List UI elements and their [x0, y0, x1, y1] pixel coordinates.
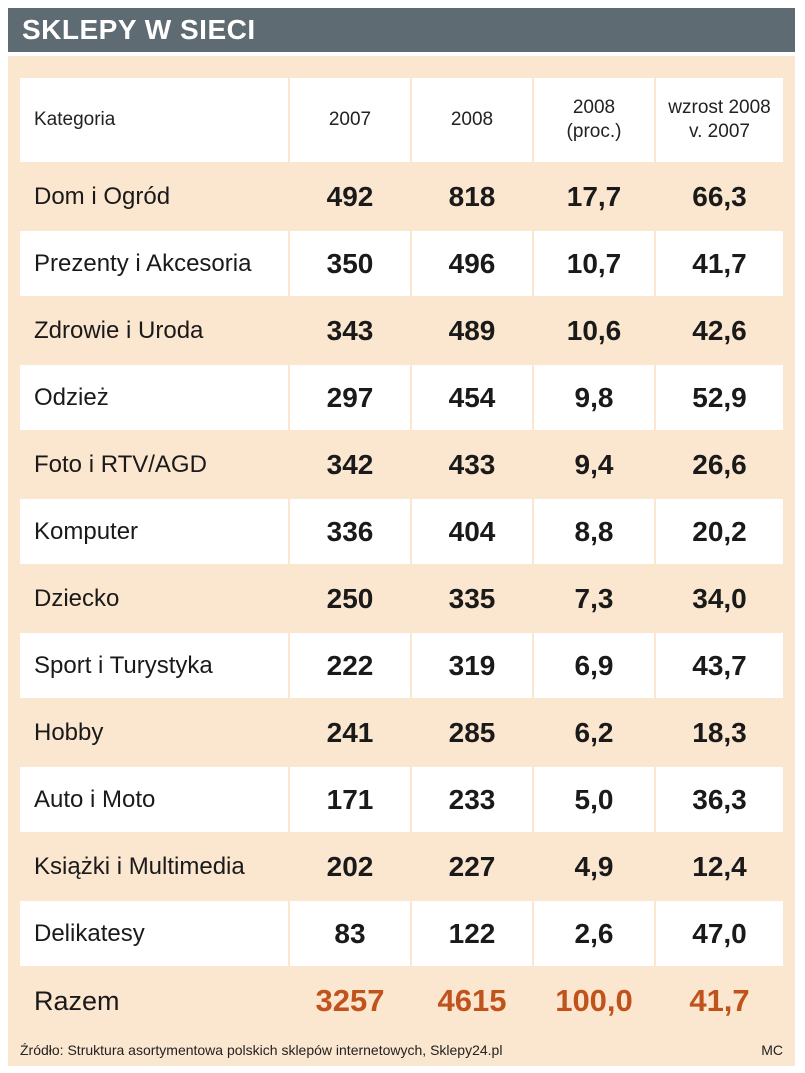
cell-growth: 52,9 [656, 363, 783, 430]
cell-share-2008: 2,6 [534, 899, 656, 966]
column-header-text: 2008 [450, 109, 494, 130]
table-row: Prezenty i Akcesoria 350 496 10,7 41,7 [20, 229, 783, 296]
cell-value-2007: 343 [290, 296, 412, 363]
cell-category: Foto i RTV/AGD [20, 430, 290, 497]
cell-value-2008: 233 [412, 765, 534, 832]
table-row: Delikatesy 83 122 2,6 47,0 [20, 899, 783, 966]
cell-share-2008: 4,9 [534, 832, 656, 899]
column-header-2007: 2007 [290, 76, 412, 162]
cell-category: Komputer [20, 497, 290, 564]
cell-growth: 47,0 [656, 899, 783, 966]
cell-value-2007: 297 [290, 363, 412, 430]
column-header-2008-proc: 2008 (proc.) [534, 76, 656, 162]
column-header-text: wzrost 2008 [668, 97, 771, 118]
cell-value-2007: 342 [290, 430, 412, 497]
column-header-kategoria: Kategoria [20, 76, 290, 162]
table-row: Komputer 336 404 8,8 20,2 [20, 497, 783, 564]
cell-share-2008: 7,3 [534, 564, 656, 631]
cell-growth: 20,2 [656, 497, 783, 564]
cell-value-2007: 350 [290, 229, 412, 296]
table-row: Dziecko 250 335 7,3 34,0 [20, 564, 783, 631]
column-header-text: Kategoria [34, 109, 116, 130]
cell-category: Delikatesy [20, 899, 290, 966]
cell-share-2008: 17,7 [534, 162, 656, 229]
cell-category: Dziecko [20, 564, 290, 631]
data-table: Kategoria 2007 2008 2008 (proc.) wzrost 2… [20, 76, 783, 1034]
column-header-text: v. 2007 [689, 121, 750, 142]
cell-growth: 18,3 [656, 698, 783, 765]
cell-value-2007: 241 [290, 698, 412, 765]
cell-value-2007: 492 [290, 162, 412, 229]
cell-value-2007: 222 [290, 631, 412, 698]
cell-share-2008: 8,8 [534, 497, 656, 564]
cell-growth: 42,6 [656, 296, 783, 363]
cell-share-2008: 5,0 [534, 765, 656, 832]
cell-category: Książki i Multimedia [20, 832, 290, 899]
table-panel: Kategoria 2007 2008 2008 (proc.) wzrost 2… [8, 56, 795, 1066]
footer: Źródło: Struktura asortymentowa polskich… [20, 1042, 783, 1058]
cell-category: Prezenty i Akcesoria [20, 229, 290, 296]
cell-growth: 41,7 [656, 229, 783, 296]
cell-share-2008: 100,0 [534, 966, 656, 1034]
page-title: SKLEPY W SIECI [22, 14, 256, 45]
cell-value-2007: 250 [290, 564, 412, 631]
cell-growth: 36,3 [656, 765, 783, 832]
cell-value-2007: 336 [290, 497, 412, 564]
table-row: Auto i Moto 171 233 5,0 36,3 [20, 765, 783, 832]
table-row: Odzież 297 454 9,8 52,9 [20, 363, 783, 430]
cell-value-2008: 319 [412, 631, 534, 698]
cell-value-2007: 171 [290, 765, 412, 832]
table-header-row: Kategoria 2007 2008 2008 (proc.) wzrost 2… [20, 76, 783, 162]
column-header-text: (proc.) [566, 121, 622, 142]
cell-value-2008: 285 [412, 698, 534, 765]
cell-value-2008: 227 [412, 832, 534, 899]
cell-category: Dom i Ogród [20, 162, 290, 229]
cell-share-2008: 9,4 [534, 430, 656, 497]
cell-share-2008: 10,6 [534, 296, 656, 363]
table-total-row: Razem 3257 4615 100,0 41,7 [20, 966, 783, 1034]
cell-growth: 43,7 [656, 631, 783, 698]
cell-category: Auto i Moto [20, 765, 290, 832]
cell-value-2008: 818 [412, 162, 534, 229]
cell-value-2008: 4615 [412, 966, 534, 1034]
cell-growth: 66,3 [656, 162, 783, 229]
cell-category: Razem [20, 966, 290, 1034]
table-row: Dom i Ogród 492 818 17,7 66,3 [20, 162, 783, 229]
cell-value-2008: 335 [412, 564, 534, 631]
title-bar: SKLEPY W SIECI [8, 8, 795, 52]
author-credit: MC [761, 1042, 783, 1058]
cell-value-2007: 83 [290, 899, 412, 966]
table-row: Zdrowie i Uroda 343 489 10,6 42,6 [20, 296, 783, 363]
cell-value-2008: 404 [412, 497, 534, 564]
cell-category: Sport i Turystyka [20, 631, 290, 698]
cell-value-2008: 496 [412, 229, 534, 296]
cell-share-2008: 9,8 [534, 363, 656, 430]
cell-value-2007: 3257 [290, 966, 412, 1034]
column-header-2008: 2008 [412, 76, 534, 162]
cell-value-2008: 489 [412, 296, 534, 363]
cell-share-2008: 10,7 [534, 229, 656, 296]
table-row: Foto i RTV/AGD 342 433 9,4 26,6 [20, 430, 783, 497]
cell-share-2008: 6,2 [534, 698, 656, 765]
table-row: Hobby 241 285 6,2 18,3 [20, 698, 783, 765]
column-header-text: 2008 [572, 97, 616, 118]
cell-value-2008: 454 [412, 363, 534, 430]
column-header-text: 2007 [328, 109, 372, 130]
cell-share-2008: 6,9 [534, 631, 656, 698]
cell-value-2007: 202 [290, 832, 412, 899]
cell-value-2008: 433 [412, 430, 534, 497]
cell-growth: 34,0 [656, 564, 783, 631]
cell-category: Zdrowie i Uroda [20, 296, 290, 363]
cell-growth: 41,7 [656, 966, 783, 1034]
cell-growth: 12,4 [656, 832, 783, 899]
column-header-wzrost: wzrost 2008 v. 2007 [656, 76, 783, 162]
cell-category: Odzież [20, 363, 290, 430]
source-note: Źródło: Struktura asortymentowa polskich… [20, 1042, 503, 1058]
cell-category: Hobby [20, 698, 290, 765]
cell-growth: 26,6 [656, 430, 783, 497]
table-row: Książki i Multimedia 202 227 4,9 12,4 [20, 832, 783, 899]
cell-value-2008: 122 [412, 899, 534, 966]
table-row: Sport i Turystyka 222 319 6,9 43,7 [20, 631, 783, 698]
